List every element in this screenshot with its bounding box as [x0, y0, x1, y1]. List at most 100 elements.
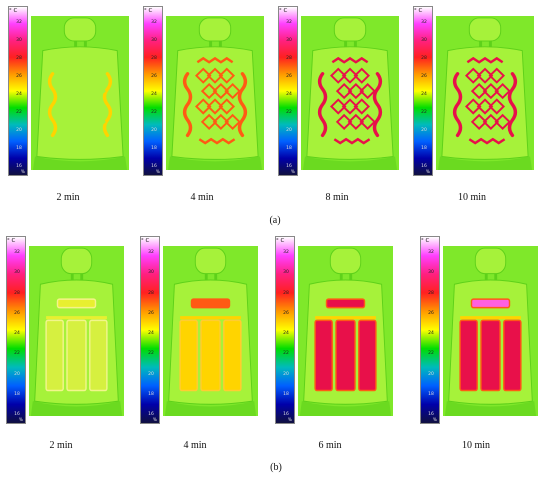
headrest-post — [204, 273, 208, 283]
lattice-heater-wire — [341, 67, 359, 84]
vertical-pad-heater — [200, 319, 221, 392]
lattice-heater-wire — [464, 67, 482, 84]
time-label: 2 min — [56, 192, 80, 203]
lattice-heater-wire — [359, 82, 376, 100]
lattice-heater-wire — [476, 67, 494, 84]
scale-unit: ° C — [9, 8, 18, 14]
scale-unit: ° C — [276, 238, 285, 244]
temperature-scale: ° C 32 30 28 26 24 22 20 18 16% — [143, 6, 163, 176]
thermal-image — [301, 16, 399, 170]
headrest-post — [339, 273, 343, 283]
top-heater-wire — [196, 56, 234, 64]
thermal-image — [436, 16, 534, 170]
vertical-pad-heater — [223, 319, 242, 392]
lattice-heater-wire — [89, 113, 106, 130]
scale-tick-label: 28 — [286, 56, 292, 61]
scale-tick-label: 18 — [16, 146, 22, 151]
backrest — [171, 46, 259, 160]
lattice-heater-wire — [224, 113, 241, 130]
lattice-heater-wire — [329, 67, 347, 84]
lattice-heater-wire — [347, 82, 365, 100]
lattice-heater-wire — [71, 67, 89, 84]
scale-tick-label: 28 — [428, 290, 434, 296]
side-heater-right — [372, 72, 383, 138]
scale-percent-mark: % — [426, 169, 430, 174]
scale-unit: ° C — [421, 238, 430, 244]
scale-tick-label: 20 — [151, 128, 157, 133]
time-label: 4 min — [190, 192, 214, 203]
lattice-heater-wire — [494, 82, 511, 100]
scale-tick-label: 26 — [286, 74, 292, 79]
panel-label: (a) — [269, 215, 281, 226]
headrest-post — [218, 41, 222, 49]
color-scale-bar — [6, 236, 26, 424]
top-bar-heater — [325, 298, 366, 309]
lattice-heater-wire — [200, 82, 218, 100]
thermal-image — [163, 246, 258, 416]
scale-tick-label: 24 — [14, 331, 20, 336]
scale-tick-label: 32 — [283, 250, 289, 255]
headrest-post — [209, 41, 213, 49]
top-heater-wire — [331, 56, 369, 64]
scale-tick-label: 22 — [16, 110, 22, 115]
lattice-heater-wire — [65, 82, 83, 100]
lattice-heater-wire — [218, 67, 236, 84]
lattice-heater-wire — [335, 82, 353, 100]
scale-tick-label: 22 — [148, 351, 154, 357]
headrest-post — [83, 41, 87, 49]
scale-percent-mark: % — [291, 169, 295, 174]
temperature-scale: ° C 32 30 28 26 24 22 20 18 16% — [275, 236, 295, 424]
panel-label: (b) — [270, 462, 282, 473]
thermal-image — [443, 246, 538, 416]
bottom-heater-wire — [198, 137, 236, 145]
scale-tick-label: 18 — [428, 391, 434, 397]
scale-unit: ° C — [141, 238, 150, 244]
seat-thermogram — [29, 246, 124, 416]
lattice-heater-wire — [212, 82, 230, 100]
scale-tick-label: 30 — [421, 38, 427, 43]
scale-tick-label: 22 — [428, 351, 434, 357]
scale-tick-label: 32 — [428, 250, 434, 255]
color-scale-bar — [140, 236, 160, 424]
scale-tick-label: 24 — [148, 331, 154, 336]
scale-percent-mark: % — [433, 417, 437, 422]
backrest — [36, 46, 124, 160]
lattice-heater-wire — [77, 113, 95, 130]
seat-cushion — [302, 156, 398, 170]
backrest — [306, 46, 394, 160]
scale-tick-label: 28 — [14, 290, 20, 296]
side-heater-left — [182, 72, 193, 138]
side-heater-right — [102, 72, 113, 138]
side-heater-left — [452, 72, 463, 138]
lattice-heater-wire — [77, 82, 95, 100]
headrest — [333, 17, 367, 42]
scale-tick-label: 16 — [286, 164, 292, 169]
side-heater-right — [237, 72, 248, 138]
scale-tick-label: 20 — [421, 128, 427, 133]
headrest-post — [70, 273, 74, 283]
scale-tick-label: 32 — [151, 20, 157, 25]
scale-tick-label: 20 — [283, 371, 289, 377]
headrest — [60, 247, 93, 275]
scale-unit: ° C — [414, 8, 423, 14]
lattice-heater-wire — [224, 82, 241, 100]
scale-tick-label: 30 — [286, 38, 292, 43]
scale-tick-label: 24 — [283, 331, 289, 336]
vertical-pad-heater — [89, 319, 108, 392]
bottom-heater-wire — [468, 137, 506, 145]
time-label: 10 min — [461, 440, 491, 451]
seat-cushion — [437, 156, 533, 170]
scale-tick-label: 22 — [286, 110, 292, 115]
vertical-pad-heater — [314, 319, 333, 392]
scale-tick-label: 16 — [283, 412, 289, 417]
lattice-heater-wire — [59, 67, 77, 84]
headrest — [194, 247, 227, 275]
lattice-heater-wire — [194, 67, 212, 84]
time-label: 2 min — [49, 440, 73, 451]
lattice-heater-wire — [476, 98, 494, 115]
color-scale-bar — [143, 6, 163, 176]
scale-tick-label: 20 — [286, 128, 292, 133]
lattice-heater-wire — [206, 98, 224, 115]
headrest-post — [214, 273, 218, 283]
thermal-image — [31, 16, 129, 170]
